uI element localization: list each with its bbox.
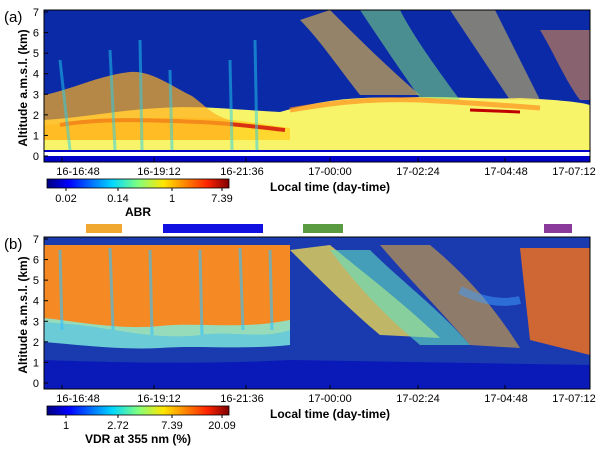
period-bar <box>303 224 343 233</box>
x-tick-label: 16-16:48 <box>56 166 99 178</box>
period-bar <box>544 224 572 233</box>
x-tick-label: 17-00:00 <box>308 393 351 405</box>
panel-a-colorbar <box>46 178 230 189</box>
x-tick-label: 17-02:24 <box>396 166 439 178</box>
x-tick-label: 17-04:48 <box>484 166 527 178</box>
period-bar <box>163 224 263 233</box>
y-tick-label: 3 <box>33 89 39 101</box>
y-tick-label: 1 <box>33 130 39 142</box>
panel-b-colorbar-label: VDR at 355 nm (%) <box>85 432 191 446</box>
panel-b: (b) 16-16:48 16-19:12 16-21:36 17-00:00 17-0… <box>4 224 596 446</box>
panel-a-xlabel: Local time (day-time) <box>270 180 390 194</box>
panel-a-axes: 16-16:48 16-19:12 16-21:36 17-00:00 17-02:24… <box>33 7 596 178</box>
x-tick-label: 17-02:24 <box>396 393 439 405</box>
period-bar <box>86 224 122 233</box>
x-tick-label: 17-00:00 <box>308 166 351 178</box>
colorbar-tick-label: 1 <box>169 193 175 205</box>
y-tick-label: 7 <box>33 234 39 246</box>
panel-a: (a) 16-16:48 16-19:12 16-21:36 17-00:00 17-0… <box>4 7 596 219</box>
x-tick-label: 17-07:12 <box>552 166 595 178</box>
colorbar-tick-label: 20.09 <box>208 420 236 432</box>
x-tick-label: 16-16:48 <box>56 393 99 405</box>
x-tick-label: 17-07:12 <box>552 393 595 405</box>
x-tick-label: 16-19:12 <box>137 166 180 178</box>
panel-a-colorbar-ticks: 0.02 0.14 1 7.39 <box>55 188 233 205</box>
panel-a-letter: (a) <box>4 9 22 26</box>
colorbar-tick-label: 7.39 <box>211 193 232 205</box>
y-tick-label: 4 <box>33 69 39 81</box>
x-tick-label: 17-04:48 <box>484 393 527 405</box>
panel-b-period-bars <box>86 224 572 233</box>
panel-b-letter: (b) <box>4 236 22 253</box>
y-tick-label: 5 <box>33 275 39 287</box>
y-tick-label: 7 <box>33 7 39 19</box>
x-tick-label: 16-21:36 <box>220 393 263 405</box>
y-tick-label: 6 <box>33 255 39 267</box>
y-tick-label: 0 <box>33 378 39 390</box>
panel-b-heatmap <box>44 237 590 389</box>
panel-a-frame <box>43 9 591 163</box>
panel-a-colorbar-label: ABR <box>125 205 151 219</box>
x-tick-label: 16-21:36 <box>220 166 263 178</box>
colorbar-tick-label: 1 <box>63 420 69 432</box>
panel-a-ylabel: Altitude a.m.s.l. (km) <box>16 29 30 146</box>
y-tick-label: 5 <box>33 48 39 60</box>
y-tick-label: 4 <box>33 296 39 308</box>
colorbar-tick-label: 7.39 <box>161 420 182 432</box>
y-tick-label: 2 <box>33 110 39 122</box>
panel-b-axes: 16-16:48 16-19:12 16-21:36 17-00:00 17-02:24… <box>33 234 596 405</box>
panel-b-colorbar <box>46 405 230 416</box>
panel-b-xlabel: Local time (day-time) <box>270 407 390 421</box>
panel-a-heatmap <box>44 10 590 162</box>
x-tick-label: 16-19:12 <box>137 393 180 405</box>
y-tick-label: 3 <box>33 316 39 328</box>
colorbar-tick-label: 2.72 <box>107 420 128 432</box>
colorbar-tick-label: 0.14 <box>107 193 128 205</box>
panel-b-colorbar-ticks: 1 2.72 7.39 20.09 <box>63 415 236 432</box>
panel-b-frame <box>43 236 591 390</box>
y-tick-label: 6 <box>33 28 39 40</box>
colorbar-tick-label: 0.02 <box>55 193 76 205</box>
y-tick-label: 0 <box>33 151 39 163</box>
y-tick-label: 1 <box>33 357 39 369</box>
panel-b-ylabel: Altitude a.m.s.l. (km) <box>16 256 30 373</box>
y-tick-label: 2 <box>33 337 39 349</box>
